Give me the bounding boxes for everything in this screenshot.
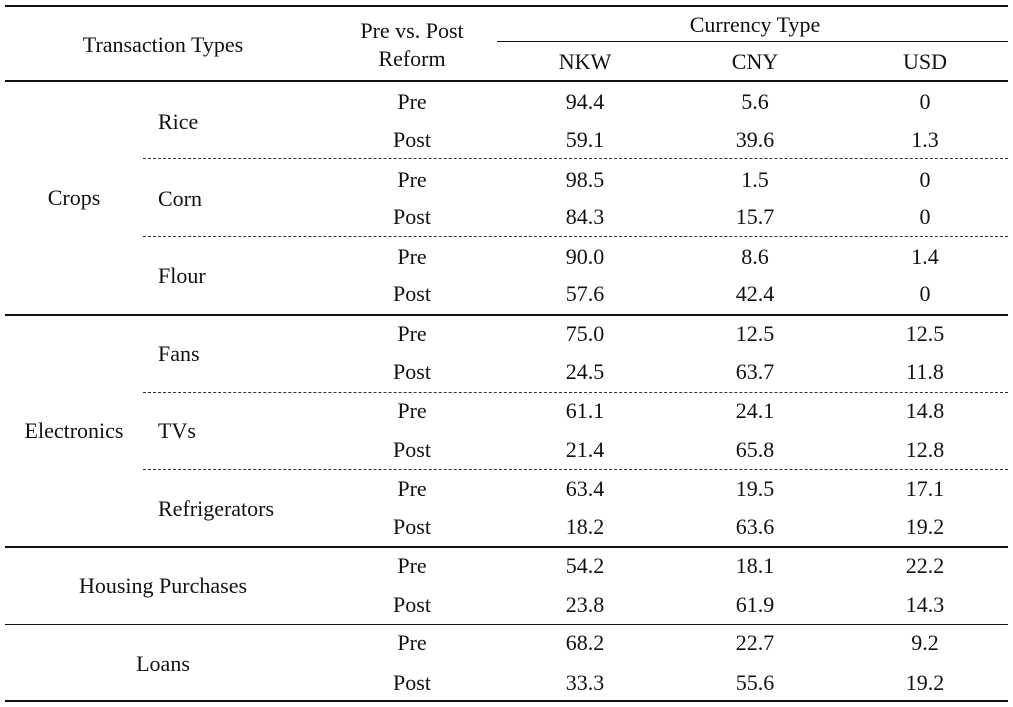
value-nkw-cell: 59.1 bbox=[565, 127, 605, 152]
value-nkw-cell: 98.5 bbox=[565, 167, 605, 192]
value-cny-cell: 61.9 bbox=[735, 592, 775, 617]
item-label-corn: Corn bbox=[158, 186, 202, 211]
header-currency-usd: USD bbox=[902, 49, 948, 74]
value-cny-cell: 15.7 bbox=[735, 204, 775, 229]
period-cell: Pre bbox=[397, 398, 427, 423]
header-transaction-types: Transaction Types bbox=[82, 32, 244, 57]
value-cny-cell: 63.7 bbox=[735, 359, 775, 384]
item-label-rice: Rice bbox=[158, 109, 199, 134]
period-cell: Post bbox=[393, 592, 431, 617]
period-cell: Pre bbox=[397, 630, 427, 655]
value-nkw-cell: 61.1 bbox=[565, 398, 605, 423]
value-usd-cell: 14.8 bbox=[905, 398, 945, 423]
value-usd-cell: 12.8 bbox=[905, 437, 945, 462]
value-cny-cell: 65.8 bbox=[735, 437, 775, 462]
value-usd-cell: 19.2 bbox=[905, 670, 945, 695]
value-usd-cell: 0 bbox=[919, 204, 931, 229]
item-label-refrigerators: Refrigerators bbox=[158, 496, 275, 521]
group-label-electronics: Electronics bbox=[24, 418, 124, 443]
value-usd-cell: 1.4 bbox=[911, 244, 939, 269]
period-cell: Post bbox=[393, 359, 431, 384]
group-label-crops: Crops bbox=[47, 185, 101, 210]
period-cell: Post bbox=[393, 514, 431, 539]
value-nkw-cell: 23.8 bbox=[565, 592, 605, 617]
value-nkw-cell: 63.4 bbox=[565, 476, 605, 501]
value-cny-cell: 8.6 bbox=[741, 244, 769, 269]
value-cny-cell: 22.7 bbox=[735, 630, 775, 655]
period-cell: Pre bbox=[397, 244, 427, 269]
period-cell: Pre bbox=[397, 167, 427, 192]
period-cell: Post bbox=[393, 670, 431, 695]
value-nkw-cell: 24.5 bbox=[565, 359, 605, 384]
value-nkw-cell: 90.0 bbox=[565, 244, 605, 269]
item-separator bbox=[143, 469, 1008, 470]
value-cny-cell: 12.5 bbox=[735, 321, 775, 346]
value-usd-cell: 0 bbox=[919, 167, 931, 192]
value-nkw-cell: 33.3 bbox=[565, 670, 605, 695]
group-rule-crops bbox=[5, 314, 1008, 316]
item-label-tvs: TVs bbox=[158, 418, 196, 443]
period-cell: Pre bbox=[397, 553, 427, 578]
item-label-flour: Flour bbox=[158, 263, 206, 288]
value-cny-cell: 55.6 bbox=[735, 670, 775, 695]
value-cny-cell: 63.6 bbox=[735, 514, 775, 539]
value-usd-cell: 11.8 bbox=[906, 359, 944, 384]
period-cell: Post bbox=[393, 204, 431, 229]
header-currency-type: Currency Type bbox=[689, 12, 821, 37]
group-rule-electronics bbox=[5, 546, 1008, 548]
header-pre-post-line1: Pre vs. Post bbox=[360, 18, 464, 43]
period-cell: Post bbox=[393, 437, 431, 462]
period-cell: Pre bbox=[397, 89, 427, 114]
value-usd-cell: 19.2 bbox=[905, 514, 945, 539]
value-usd-cell: 1.3 bbox=[911, 127, 939, 152]
value-nkw-cell: 68.2 bbox=[565, 630, 605, 655]
period-cell: Post bbox=[393, 281, 431, 306]
value-usd-cell: 0 bbox=[919, 281, 931, 306]
value-nkw-cell: 18.2 bbox=[565, 514, 605, 539]
bottom-rule bbox=[5, 700, 1008, 702]
value-nkw-cell: 75.0 bbox=[565, 321, 605, 346]
value-cny-cell: 1.5 bbox=[741, 167, 769, 192]
period-cell: Pre bbox=[397, 321, 427, 346]
value-usd-cell: 0 bbox=[919, 89, 931, 114]
value-usd-cell: 12.5 bbox=[905, 321, 945, 346]
item-separator bbox=[143, 236, 1008, 237]
value-nkw-cell: 57.6 bbox=[565, 281, 605, 306]
value-nkw-cell: 84.3 bbox=[565, 204, 605, 229]
value-cny-cell: 24.1 bbox=[735, 398, 775, 423]
currency-header-rule bbox=[497, 41, 1008, 42]
value-cny-cell: 5.6 bbox=[741, 89, 769, 114]
item-separator bbox=[143, 158, 1008, 159]
item-label-fans: Fans bbox=[158, 341, 200, 366]
value-nkw-cell: 94.4 bbox=[565, 89, 605, 114]
value-usd-cell: 14.3 bbox=[905, 592, 945, 617]
value-usd-cell: 9.2 bbox=[911, 630, 939, 655]
header-currency-nkw: NKW bbox=[558, 49, 612, 74]
value-cny-cell: 18.1 bbox=[735, 553, 775, 578]
value-cny-cell: 42.4 bbox=[735, 281, 775, 306]
group-label-housing: Housing Purchases bbox=[78, 573, 248, 598]
item-separator bbox=[143, 392, 1008, 393]
group-label-loans: Loans bbox=[136, 651, 190, 676]
value-usd-cell: 17.1 bbox=[905, 476, 945, 501]
header-currency-cny: CNY bbox=[731, 49, 779, 74]
value-nkw-cell: 54.2 bbox=[565, 553, 605, 578]
value-cny-cell: 39.6 bbox=[735, 127, 775, 152]
value-usd-cell: 22.2 bbox=[905, 553, 945, 578]
value-cny-cell: 19.5 bbox=[735, 476, 775, 501]
header-pre-post-line2: Reform bbox=[378, 46, 446, 71]
group-rule-housing bbox=[5, 624, 1008, 625]
period-cell: Pre bbox=[397, 476, 427, 501]
top-rule bbox=[5, 5, 1008, 7]
period-cell: Post bbox=[393, 127, 431, 152]
header-rule bbox=[5, 80, 1008, 82]
value-nkw-cell: 21.4 bbox=[565, 437, 605, 462]
